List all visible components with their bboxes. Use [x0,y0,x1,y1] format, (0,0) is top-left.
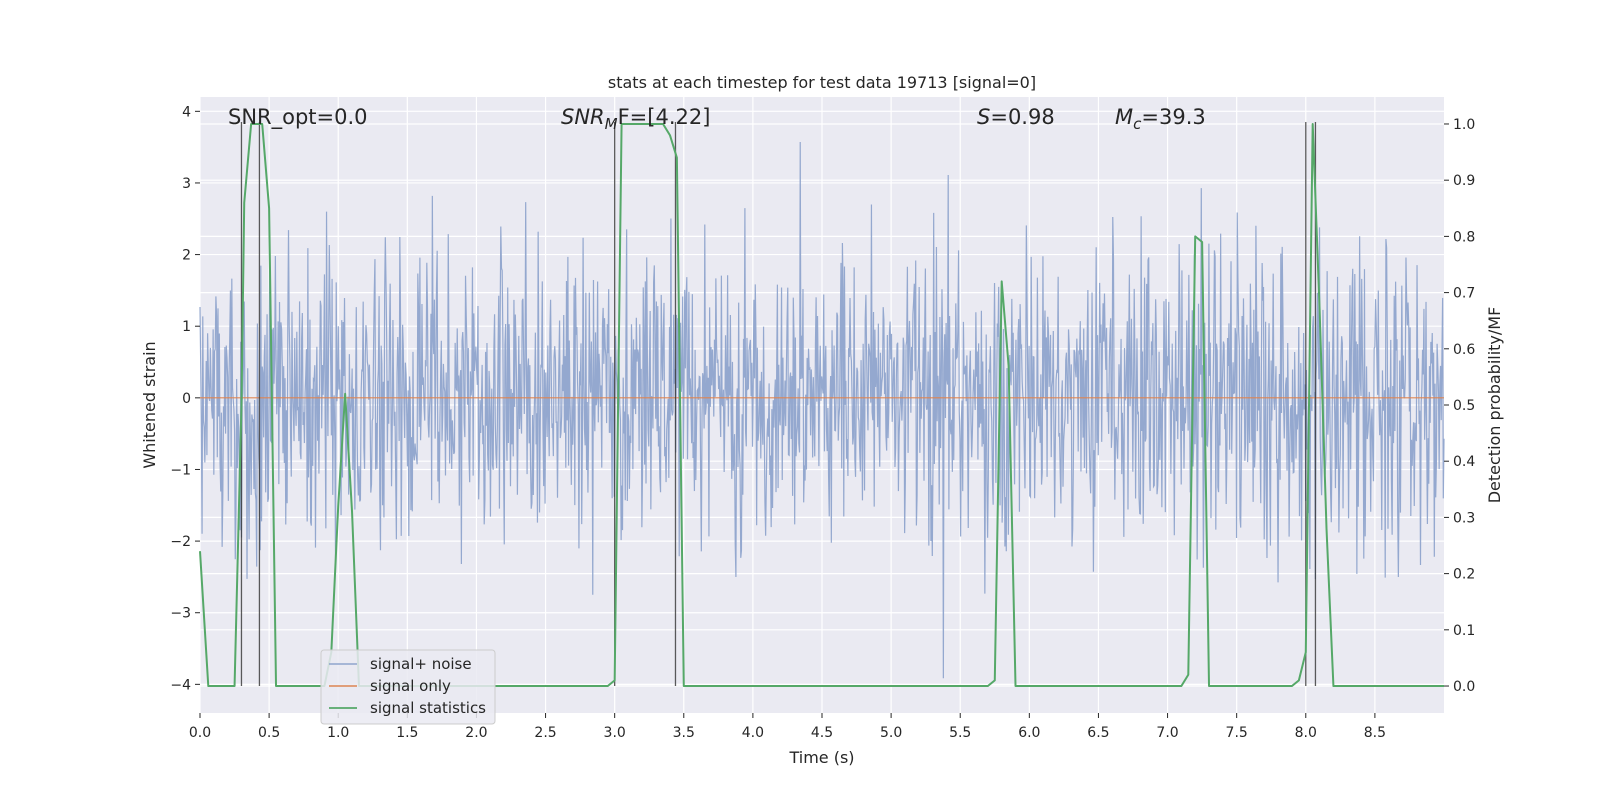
x-tick-label-8: 4.0 [742,725,764,741]
y-tick-label-2: 2 [182,248,191,264]
y2-tick-label-2: 0.8 [1453,229,1475,245]
mc-main: M [1115,105,1133,129]
snr-mf-main: SNR [561,105,605,129]
y2-tick-label-4: 0.6 [1453,342,1475,358]
y-tick-label-8: −4 [170,677,191,693]
y-tick-label-3: 1 [182,319,191,335]
x-axis-ticks: 0.0 0.5 1.0 1.5 2.0 2.5 3.0 3.5 4.0 4.5 5.0 5.5 6.0 6… [189,713,1386,741]
legend-noise-label: signal+ noise [370,655,472,673]
y2-tick-label-8: 0.2 [1453,567,1475,583]
x-tick-label-6: 3.0 [604,725,626,741]
mc-annotation: Mc=39.3 [1115,105,1206,133]
y-tick-label-6: −2 [170,534,191,550]
y-tick-label-0: 4 [182,104,191,120]
y2-axis-label: Detection probability/MF [1485,307,1504,504]
x-tick-label-2: 1.0 [327,725,349,741]
legend-stats-label: signal statistics [370,699,486,717]
snr-mf-sub: M [605,115,618,133]
y-tick-label-4: 0 [182,391,191,407]
statistics-series [199,122,1444,688]
legend-signal-label: signal only [370,677,451,695]
x-tick-label-4: 2.0 [465,725,487,741]
snr-mf-annotation: SNRMF=[4.22] [561,105,710,133]
y2-tick-label-1: 0.9 [1453,173,1475,189]
mc-sub: c [1133,115,1142,133]
y-axis-label: Whitened strain [140,341,159,468]
x-tick-label-10: 5.0 [880,725,902,741]
mc-rest: =39.3 [1141,105,1205,129]
legend: signal+ noise signal only signal statist… [320,649,496,725]
s-rest: =0.98 [990,105,1054,129]
x-tick-label-12: 6.0 [1018,725,1040,741]
x-tick-label-13: 6.5 [1087,725,1109,741]
x-tick-label-3: 1.5 [396,725,418,741]
y2-tick-label-7: 0.3 [1453,510,1475,526]
chart-title: stats at each timestep for test data 197… [608,73,1036,92]
y2-axis-ticks: 1.0 0.9 0.8 0.7 0.6 0.5 0.4 0.3 0.2 0.1 0.0 [1444,117,1475,695]
noise-series [199,141,1445,679]
y-tick-label-7: −3 [170,606,191,622]
y2-tick-label-3: 0.7 [1453,286,1475,302]
x-tick-label-16: 8.0 [1295,725,1317,741]
x-tick-label-5: 2.5 [534,725,556,741]
y2-tick-label-6: 0.4 [1453,454,1475,470]
y-tick-label-5: −1 [170,462,191,478]
y2-tick-label-0: 1.0 [1453,117,1475,133]
legend-box [320,649,496,725]
x-tick-label-9: 4.5 [811,725,833,741]
y2-tick-label-5: 0.5 [1453,398,1475,414]
y2-tick-label-9: 0.1 [1453,623,1475,639]
snr-mf-rest: F=[4.22] [618,105,711,129]
s-annotation: S=0.98 [977,105,1055,129]
x-tick-label-11: 5.5 [949,725,971,741]
noise-line [199,141,1445,679]
x-tick-label-1: 0.5 [258,725,280,741]
snr-opt-annotation: SNR_opt=0.0 [228,105,368,130]
x-tick-label-15: 7.5 [1226,725,1248,741]
x-tick-label-14: 7.0 [1156,725,1178,741]
s-main: S [977,105,990,129]
y-tick-label-1: 3 [182,176,191,192]
x-axis-label: Time (s) [788,748,854,767]
y-axis-ticks: 4 3 2 1 0 −1 −2 −3 −4 [170,104,200,693]
x-tick-label-0: 0.0 [189,725,211,741]
x-tick-label-7: 3.5 [673,725,695,741]
y2-tick-label-10: 0.0 [1453,679,1475,695]
statistics-line [199,122,1444,688]
x-tick-label-17: 8.5 [1364,725,1386,741]
